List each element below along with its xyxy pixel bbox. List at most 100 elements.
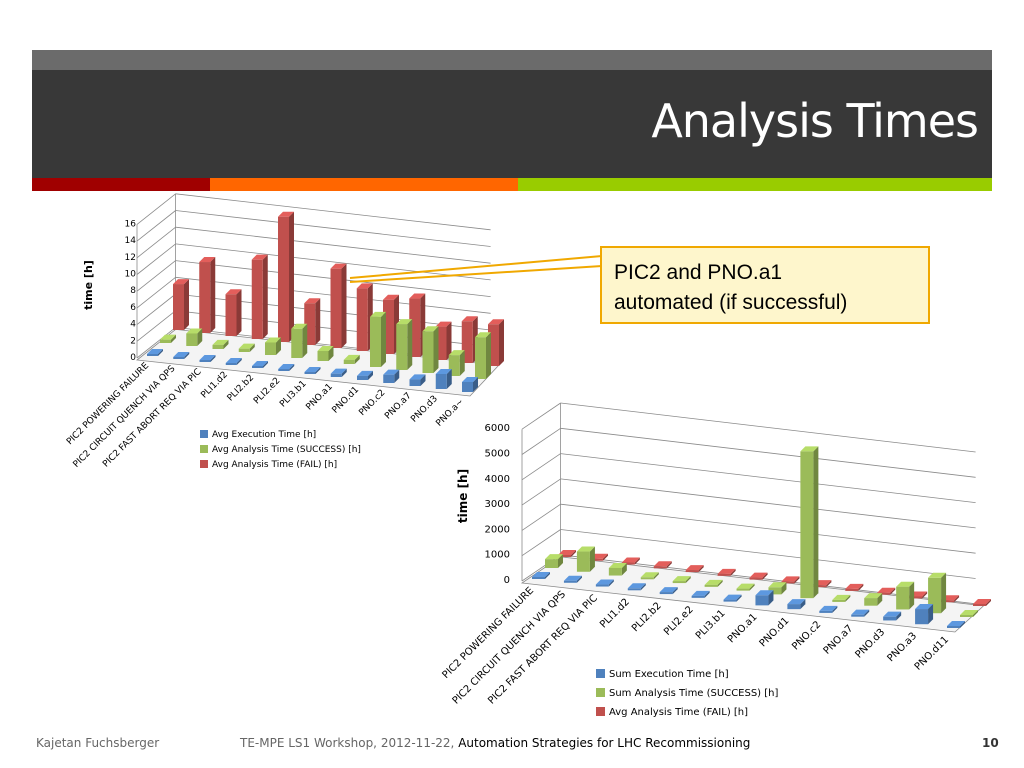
category-label: PNO.d3 — [853, 627, 887, 661]
bar-top — [435, 321, 452, 327]
bar-side — [909, 581, 915, 610]
bar-front — [396, 324, 408, 370]
bar-front — [563, 580, 577, 583]
bar — [608, 562, 627, 576]
gridline-back — [560, 503, 976, 554]
legend-swatch — [200, 460, 208, 468]
y-tick-label: 2000 — [485, 524, 510, 535]
category-label: PNO.a1 — [726, 612, 760, 646]
bar-side — [954, 595, 960, 603]
page-number: 10 — [982, 736, 999, 750]
bar-front — [736, 588, 750, 591]
bar-side — [276, 337, 281, 355]
legend-swatch — [200, 445, 208, 453]
bar-side — [832, 605, 838, 613]
bar-top — [448, 350, 465, 356]
gridline-side — [136, 226, 176, 259]
bar — [864, 593, 883, 606]
gridline-side — [136, 276, 176, 309]
category-label: PNO.d1 — [758, 615, 792, 649]
bar — [691, 590, 710, 598]
bar-side — [368, 370, 373, 380]
bar-front — [576, 551, 590, 572]
bar-side — [736, 594, 742, 602]
bar — [545, 554, 563, 568]
bar-top — [409, 293, 426, 299]
bar-front — [640, 577, 654, 580]
bar-side — [249, 343, 255, 352]
legend-entry: Sum Execution Time [h] — [609, 669, 729, 680]
bar-top — [819, 605, 838, 611]
bar — [672, 576, 691, 584]
legend-entry: Avg Analysis Time (FAIL) [h] — [609, 707, 748, 718]
bar-side — [960, 621, 965, 628]
legend-entry: Avg Execution Time [h] — [212, 430, 316, 440]
bar — [291, 323, 308, 358]
bar-top — [396, 319, 413, 325]
bar-side — [545, 572, 550, 579]
bar-side — [602, 553, 608, 561]
bar — [383, 369, 400, 383]
bar — [717, 568, 736, 576]
category-label: PLI2.e2 — [662, 604, 696, 638]
bar-top — [317, 345, 334, 351]
gridline-side — [521, 427, 561, 455]
bar-front — [160, 339, 171, 343]
bar-front — [186, 333, 198, 346]
footer-talk-title: Automation Strategies for LHC Recommissi… — [458, 736, 751, 750]
bar-side — [941, 572, 947, 614]
bar-front — [781, 581, 795, 584]
bar-top — [173, 279, 189, 285]
bar-front — [653, 566, 667, 569]
bar-side — [928, 604, 934, 625]
bar-side — [289, 211, 294, 342]
bar — [704, 579, 723, 587]
bar-side — [223, 339, 229, 349]
gridline-side — [521, 529, 561, 557]
bar-front — [819, 610, 833, 613]
bar-side — [171, 334, 176, 343]
footer-author: Kajetan Fuchsberger — [36, 736, 160, 750]
gridline-side — [136, 243, 176, 275]
y-tick-label: 4000 — [485, 474, 510, 485]
bar-front — [435, 373, 447, 389]
category-label: PNO.a7 — [822, 623, 856, 657]
bar-side — [653, 572, 659, 580]
bar-front — [768, 587, 782, 595]
bar-front — [532, 577, 545, 579]
bar-top — [383, 369, 400, 375]
bar — [330, 368, 347, 377]
bar — [736, 583, 755, 591]
bar-front — [685, 570, 699, 573]
bar — [252, 361, 268, 368]
bar-side — [922, 591, 928, 599]
bar-front — [147, 354, 158, 356]
bar-side — [158, 349, 163, 356]
bar-top — [781, 576, 800, 582]
bar-top — [343, 354, 360, 360]
bar-top — [251, 254, 268, 260]
bar-front — [909, 596, 923, 599]
bar-top — [704, 579, 723, 585]
bar-side — [768, 590, 774, 606]
bar-side — [571, 550, 576, 557]
bar — [357, 370, 373, 380]
bar — [173, 352, 190, 359]
gridline-back — [175, 243, 491, 281]
bar-front — [749, 577, 763, 580]
title-header: Analysis Times — [32, 70, 992, 178]
bar-side — [794, 576, 800, 584]
bar-side — [685, 576, 691, 584]
bar-front — [915, 609, 929, 625]
gridline-side — [521, 503, 561, 531]
bar-top — [435, 368, 452, 374]
bar-top — [723, 594, 742, 600]
bar-top — [864, 593, 883, 599]
bar-side — [608, 579, 614, 587]
bar-side — [210, 257, 216, 333]
bar-top — [755, 590, 774, 596]
bar — [199, 355, 216, 362]
bar-top — [225, 358, 242, 363]
bar-top — [356, 283, 373, 289]
bar — [749, 572, 768, 580]
